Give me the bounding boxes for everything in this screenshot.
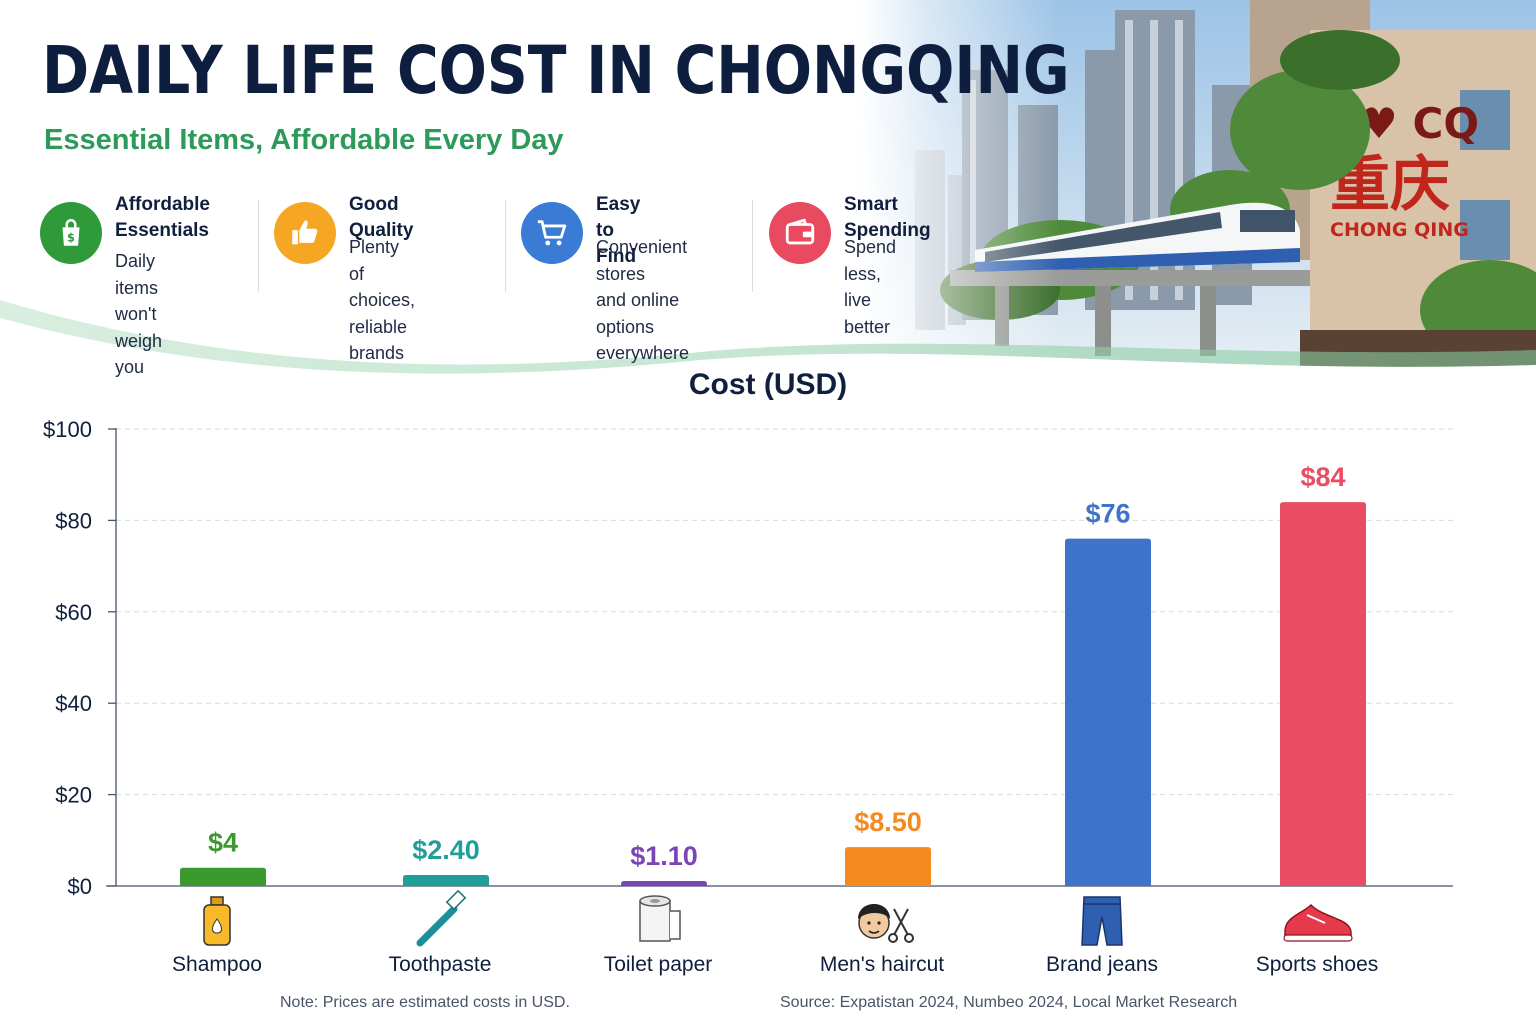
value-label: $84 (1300, 462, 1345, 492)
y-axis-ticks: $0 $20 $40 $60 $80 $100 (43, 417, 116, 899)
wallet-icon (769, 202, 831, 264)
gridlines (116, 428, 1453, 796)
shopping-cart-icon (521, 202, 583, 264)
page-subtitle: Essential Items, Affordable Every Day (44, 124, 564, 156)
value-label: $2.40 (412, 835, 480, 865)
footer-note: Note: Prices are estimated costs in USD. (280, 994, 570, 1011)
header: I ♥ CQ 重庆 CHONG QING (0, 0, 1536, 380)
feature-title: Good Quality (349, 194, 414, 241)
feature-description: Daily items won't weigh you down (115, 251, 163, 377)
sign-english-text: CHONG QING (1330, 219, 1469, 241)
chongqing-city-illustration: I ♥ CQ 重庆 CHONG QING (0, 0, 1536, 380)
haircut-icon (858, 904, 914, 943)
y-tick-label: $100 (43, 417, 92, 442)
feature-divider (258, 200, 259, 292)
category-icons (203, 889, 1353, 947)
shampoo-bottle-icon (203, 896, 231, 946)
footer-source: Source: Expatistan 2024, Numbeo 2024, Lo… (780, 994, 1238, 1011)
feature-title: Easy to Find (596, 194, 641, 267)
value-label: $76 (1085, 499, 1130, 529)
feature-list: $ Affordable Essentials Daily items won'… (40, 192, 1000, 377)
category-label: Men's haircut (820, 953, 944, 976)
bar-toothpaste (403, 875, 489, 886)
sneaker-icon (1283, 903, 1353, 942)
y-tick-label: $40 (55, 691, 92, 716)
category-label: Toilet paper (604, 953, 713, 976)
toothbrush-icon (416, 889, 467, 947)
feature-title: Affordable Essentials (115, 194, 210, 241)
feature-title: Smart Spending (844, 194, 931, 241)
bar-shampoo (180, 867, 266, 886)
feature-divider (752, 200, 753, 292)
thumbs-up-icon (274, 202, 336, 264)
category-label: Brand jeans (1046, 953, 1158, 976)
feature-description: Convenient stores and online options eve… (596, 237, 690, 363)
y-tick-label: $80 (55, 508, 92, 533)
category-label: Toothpaste (389, 953, 492, 976)
value-label: $4 (208, 828, 238, 858)
toilet-paper-icon (639, 895, 681, 942)
shopping-bag-dollar-icon: $ (40, 202, 102, 264)
bar-sports-shoes (1280, 502, 1366, 886)
feature-description: Plenty of choices, reliable brands (349, 237, 416, 363)
category-label: Sports shoes (1256, 953, 1379, 976)
svg-text:$: $ (67, 231, 75, 245)
bar-men-s-haircut (845, 847, 931, 886)
category-labels: Shampoo Toothpaste Toilet paper Men's hairc… (172, 953, 1378, 976)
value-label: $1.10 (630, 841, 698, 871)
category-label: Shampoo (172, 953, 262, 976)
bar-toilet-paper (621, 880, 707, 886)
y-tick-label: $60 (55, 600, 92, 625)
value-labels: $4 $2.40 $1.10 $8.50 $76 $84 (208, 462, 1346, 871)
bars (180, 502, 1366, 886)
value-label: $8.50 (854, 807, 922, 837)
feature-description: Spend less, live better (844, 237, 897, 337)
bar-brand-jeans (1065, 538, 1151, 886)
jeans-icon (1081, 896, 1123, 946)
y-tick-label: $20 (55, 783, 92, 808)
y-tick-label: $0 (68, 874, 92, 899)
chart-title: Cost (USD) (688, 368, 848, 401)
page-title: DAILY LIFE COST IN CHONGQING (42, 32, 1070, 109)
feature-divider (505, 200, 506, 292)
